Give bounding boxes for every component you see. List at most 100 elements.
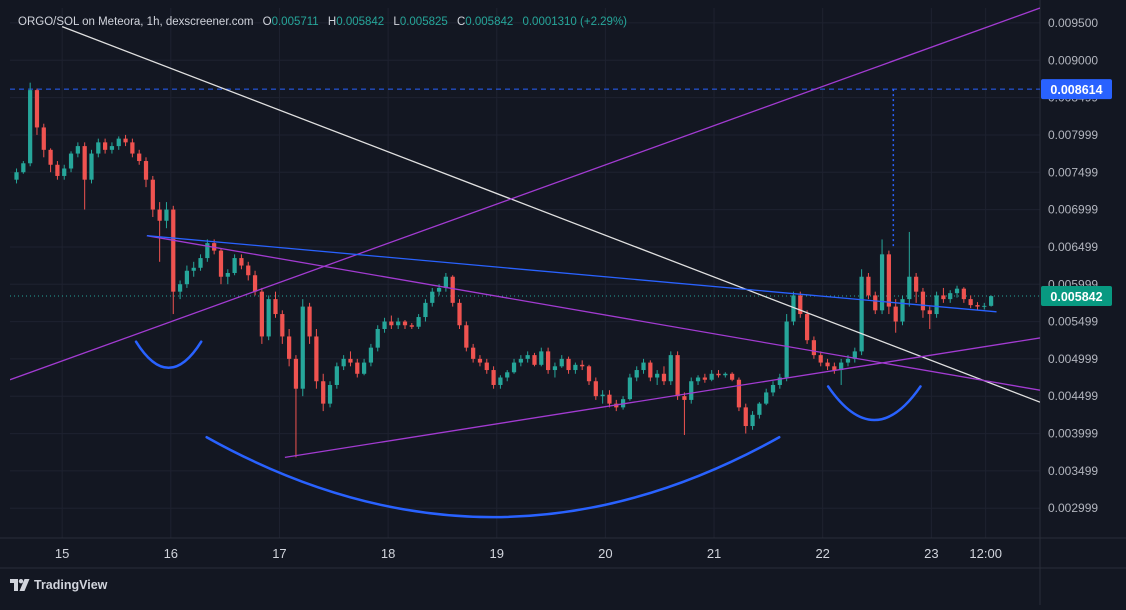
price-label-text: 0.008614 bbox=[1050, 83, 1102, 97]
candle-body bbox=[184, 270, 190, 285]
tradingview-label: TradingView bbox=[34, 578, 108, 592]
candle-body bbox=[634, 370, 639, 378]
candle-body bbox=[225, 273, 230, 277]
candle-body bbox=[450, 276, 455, 303]
candle-body bbox=[218, 250, 224, 277]
tradingview-logo-icon bbox=[10, 579, 30, 591]
candle-body bbox=[927, 310, 932, 315]
candle-body bbox=[396, 321, 401, 326]
candle-body bbox=[580, 364, 585, 367]
candle-body bbox=[873, 295, 878, 311]
candle-body bbox=[457, 302, 462, 326]
low-value: 0.005825 bbox=[399, 16, 448, 28]
candle-body bbox=[109, 146, 115, 150]
time-tick-label: 19 bbox=[490, 546, 504, 561]
candle-body bbox=[859, 276, 864, 352]
cup-arc bbox=[826, 385, 922, 422]
time-tick-label: 16 bbox=[164, 546, 178, 561]
time-tick-label: 18 bbox=[381, 546, 395, 561]
candle-body bbox=[252, 275, 258, 292]
candle-body bbox=[402, 321, 408, 326]
candle-body bbox=[273, 299, 278, 315]
candle-body bbox=[361, 362, 367, 374]
time-tick-label: 21 bbox=[707, 546, 721, 561]
candle-body bbox=[423, 302, 428, 318]
candle-body bbox=[961, 288, 966, 300]
price-tick-label: 0.009500 bbox=[1048, 16, 1098, 30]
price-label-badge bbox=[1041, 285, 1112, 306]
candle-body bbox=[171, 209, 176, 292]
candle-body bbox=[375, 328, 380, 348]
candle-body bbox=[600, 394, 605, 397]
candle-body bbox=[709, 373, 714, 380]
candle-body bbox=[505, 372, 510, 378]
price-tick-label: 0.002999 bbox=[1048, 501, 1098, 515]
candle-body bbox=[804, 314, 810, 341]
candle-body bbox=[96, 142, 101, 154]
candle-body bbox=[321, 381, 326, 404]
price-label-badge bbox=[1041, 79, 1112, 100]
candle-body bbox=[648, 362, 653, 378]
low-label: L bbox=[393, 16, 400, 28]
candle-body bbox=[627, 377, 633, 400]
candle-body bbox=[68, 153, 74, 169]
cup-arc bbox=[134, 340, 203, 369]
price-tick-label: 0.009000 bbox=[1048, 53, 1098, 67]
candle-body bbox=[164, 209, 169, 221]
candle-body bbox=[484, 362, 489, 371]
candle-body bbox=[675, 355, 680, 397]
candle-body bbox=[689, 381, 694, 400]
price-tick-label: 0.007999 bbox=[1048, 128, 1098, 142]
symbol-pair[interactable]: ORGO/SOL on Meteora, 1h, dexscreener.com bbox=[18, 16, 254, 28]
candle-body bbox=[157, 209, 162, 221]
candle-body bbox=[552, 366, 558, 371]
candle-body bbox=[559, 358, 564, 367]
candle-body bbox=[811, 340, 817, 356]
candle-body bbox=[334, 366, 339, 385]
candle-body bbox=[327, 384, 333, 404]
candle-body bbox=[89, 153, 94, 180]
candle-body bbox=[730, 373, 735, 380]
candle-body bbox=[593, 381, 598, 397]
candle-body bbox=[641, 362, 646, 371]
candle-body bbox=[382, 321, 387, 329]
change-value: 0.0001310 (+2.29%) bbox=[522, 16, 628, 28]
candle-body bbox=[682, 396, 687, 400]
candle-body bbox=[348, 358, 353, 363]
candle-body bbox=[736, 379, 742, 408]
candle-body bbox=[948, 293, 953, 300]
close-label: C bbox=[456, 16, 466, 28]
candle-body bbox=[205, 243, 210, 259]
candle-body bbox=[975, 305, 980, 307]
open-label: O bbox=[262, 16, 272, 28]
candle-body bbox=[914, 276, 919, 292]
candle-body bbox=[839, 362, 844, 371]
candle-body bbox=[695, 377, 701, 382]
candle-body bbox=[825, 362, 830, 367]
candle-body bbox=[307, 306, 312, 337]
candle-body bbox=[477, 358, 483, 363]
candle-body bbox=[287, 336, 292, 359]
candle-body bbox=[934, 295, 939, 315]
candle-body bbox=[177, 284, 183, 292]
time-tick-label: 23 bbox=[924, 546, 938, 561]
candle-body bbox=[607, 394, 612, 404]
price-tick-label: 0.005499 bbox=[1048, 315, 1098, 329]
candle-body bbox=[655, 373, 660, 378]
price-tick-label: 0.006999 bbox=[1048, 203, 1098, 217]
candle-body bbox=[293, 358, 299, 389]
close-value: 0.005842 bbox=[465, 16, 514, 28]
time-tick-label: 15 bbox=[55, 546, 69, 561]
cup-arc bbox=[205, 435, 781, 519]
candle-body bbox=[55, 164, 60, 176]
candle-body bbox=[954, 288, 960, 294]
candle-body bbox=[791, 295, 796, 322]
candle-body bbox=[341, 358, 346, 367]
candle-body bbox=[743, 407, 748, 427]
candle-body bbox=[566, 358, 571, 371]
tradingview-brand[interactable]: TradingView bbox=[10, 578, 107, 592]
candle-body bbox=[314, 336, 319, 382]
